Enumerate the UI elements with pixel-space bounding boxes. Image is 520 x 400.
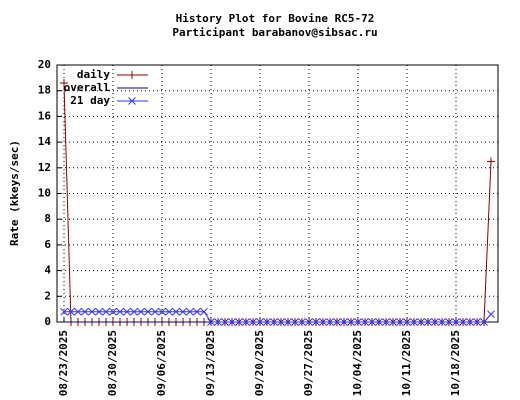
point-marker [221, 318, 229, 326]
point-marker [228, 318, 236, 326]
y-tick-label: 6 [44, 238, 51, 251]
y-tick-label: 10 [38, 187, 51, 200]
point-marker [340, 318, 348, 326]
y-tick-label: 2 [44, 289, 51, 302]
point-marker [382, 318, 390, 326]
point-marker [172, 307, 180, 316]
point-marker [144, 307, 152, 316]
point-marker [158, 307, 166, 316]
y-tick-label: 14 [38, 135, 52, 148]
point-marker [88, 307, 96, 316]
point-marker [207, 318, 215, 326]
y-tick-label: 18 [38, 84, 51, 97]
point-marker [459, 318, 467, 326]
point-marker [291, 318, 299, 326]
point-marker [403, 318, 411, 326]
point-marker [354, 318, 362, 326]
point-marker [487, 157, 495, 166]
y-tick-label: 0 [44, 315, 51, 328]
x-tick-label: 09/13/2025 [204, 330, 217, 396]
point-marker [263, 318, 271, 326]
point-marker [256, 318, 264, 326]
y-tick-label: 4 [44, 264, 51, 277]
point-marker [361, 318, 369, 326]
point-marker [424, 318, 432, 326]
y-tick-label: 20 [38, 58, 51, 71]
point-marker [277, 318, 285, 326]
x-tick-label: 10/04/2025 [351, 330, 364, 396]
chart-subtitle: Participant barabanov@sibsac.ru [172, 26, 377, 39]
point-marker [151, 307, 159, 316]
legend-label: daily [77, 68, 110, 81]
point-marker [242, 318, 250, 326]
point-marker [235, 318, 243, 326]
point-marker [305, 318, 313, 326]
legend-label: 21 day [70, 94, 110, 107]
point-marker [347, 318, 355, 326]
point-marker [319, 318, 327, 326]
point-marker [109, 307, 117, 316]
point-marker [473, 318, 481, 326]
y-tick-label: 16 [38, 109, 52, 122]
point-marker [193, 307, 201, 316]
point-marker [60, 307, 68, 316]
point-marker [284, 318, 292, 326]
point-marker [466, 318, 474, 326]
point-marker [116, 307, 124, 316]
point-marker [326, 318, 334, 326]
point-marker [249, 318, 257, 326]
legend-marker [128, 71, 136, 79]
point-marker [102, 307, 110, 316]
point-marker [186, 307, 194, 316]
point-marker [270, 318, 278, 326]
point-marker [298, 318, 306, 326]
x-tick-label: 10/18/2025 [449, 330, 462, 396]
x-tick-label: 10/11/2025 [400, 330, 413, 396]
point-marker [480, 318, 488, 326]
point-marker [200, 307, 208, 316]
point-marker [452, 318, 460, 326]
point-marker [74, 307, 82, 316]
y-tick-label: 12 [38, 161, 51, 174]
point-marker [445, 318, 453, 326]
point-marker [417, 318, 425, 326]
x-tick-label: 09/27/2025 [302, 330, 315, 396]
point-marker [179, 307, 187, 316]
y-axis-label: Rate (kkeys/sec) [8, 140, 21, 246]
point-marker [81, 307, 89, 316]
point-marker [368, 318, 376, 326]
point-marker [312, 318, 320, 326]
point-marker [130, 307, 138, 316]
point-marker [333, 318, 341, 326]
point-marker [60, 78, 68, 87]
x-tick-label: 08/30/2025 [106, 330, 119, 396]
point-marker [137, 307, 145, 316]
point-marker [431, 318, 439, 326]
point-marker [389, 318, 397, 326]
point-marker [487, 310, 495, 319]
point-marker [67, 307, 75, 316]
point-marker [95, 307, 103, 316]
point-marker [410, 318, 418, 326]
series-line [64, 311, 492, 323]
legend-label: overall [64, 81, 110, 94]
chart-title: History Plot for Bovine RC5-72 [176, 12, 375, 25]
x-tick-label: 08/23/2025 [57, 330, 70, 396]
point-marker [165, 307, 173, 316]
point-marker [123, 307, 131, 316]
point-marker [214, 318, 222, 326]
x-tick-label: 09/20/2025 [253, 330, 266, 396]
point-marker [375, 318, 383, 326]
point-marker [396, 318, 404, 326]
point-marker [438, 318, 446, 326]
legend-marker [128, 97, 136, 105]
y-tick-label: 8 [44, 212, 51, 225]
x-tick-label: 09/06/2025 [155, 330, 168, 396]
